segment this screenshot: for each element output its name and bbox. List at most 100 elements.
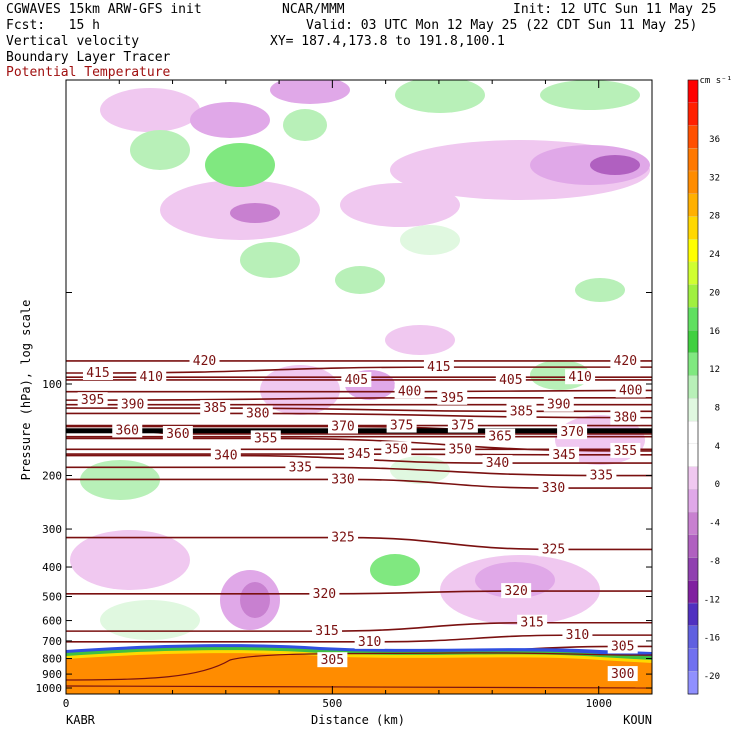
y-tick-label: 900	[42, 668, 62, 681]
theta-label-bg	[317, 652, 348, 668]
theta-label: 400	[619, 383, 642, 398]
theta-label: 395	[81, 393, 104, 408]
theta-label-bg	[200, 400, 231, 416]
colorbar-swatch	[687, 170, 699, 195]
colorbar-swatch	[687, 125, 699, 149]
theta-label-bg	[538, 541, 569, 557]
colorbar-label: 12	[709, 365, 720, 375]
theta-label: 335	[289, 460, 312, 475]
theta-label-bg	[354, 633, 385, 649]
y-tick-label: 800	[42, 653, 62, 666]
theta-label: 390	[547, 398, 570, 413]
theta-label-bg	[82, 364, 113, 380]
theta-label: 405	[499, 373, 522, 388]
theta-label-bg	[210, 447, 241, 463]
colorbar-swatch	[687, 625, 699, 650]
theta-label-bg	[610, 409, 641, 425]
theta-label: 345	[552, 448, 575, 463]
colorbar-frame	[687, 79, 699, 695]
theta-contour-line	[66, 590, 652, 595]
theta-contour-line	[66, 536, 652, 551]
theta-label: 385	[203, 401, 226, 416]
theta-label-bg	[447, 417, 478, 433]
theta-label-bg	[285, 459, 316, 475]
theta-label: 380	[246, 406, 269, 421]
theta-label: 320	[504, 584, 527, 599]
theta-label-bg	[437, 389, 468, 405]
y-tick-label: 300	[42, 523, 62, 536]
downdraft-area	[340, 183, 460, 227]
plot-frame	[65, 79, 653, 695]
theta-label-bg	[607, 666, 638, 682]
theta-contour-line	[66, 621, 652, 632]
colorbar-label: -8	[709, 557, 720, 567]
theta-label: 385	[510, 404, 533, 419]
colorbar-swatch	[687, 511, 699, 536]
theta-label: 330	[331, 472, 354, 487]
y-tick-label: 700	[42, 635, 62, 648]
colorbar-label: 20	[709, 288, 720, 298]
theta-label: 370	[560, 425, 583, 440]
downdraft-area	[70, 530, 190, 590]
colorbar-swatch	[687, 443, 699, 468]
theta-label-bg	[309, 585, 340, 601]
theta-label: 305	[321, 653, 344, 668]
downdraft-area	[100, 88, 200, 132]
theta-label-bg	[77, 392, 108, 408]
theta-label-bg	[328, 529, 359, 545]
updraft-area	[130, 130, 190, 170]
model-title: CGWAVES 15km ARW-GFS init	[6, 2, 202, 17]
start-station-label: KABR	[66, 713, 96, 727]
theta-label-bg	[189, 352, 220, 368]
colorbar-label: -12	[704, 595, 720, 605]
theta-label-bg	[495, 371, 526, 387]
theta-label-bg	[538, 480, 569, 496]
theta-label-bg	[607, 638, 638, 654]
theta-label: 420	[614, 354, 637, 369]
theta-contour-line	[66, 453, 652, 456]
theta-label-bg	[549, 446, 580, 462]
colorbar-swatch	[687, 102, 699, 127]
colorbar-swatch	[687, 398, 699, 422]
y-tick-label: 200	[42, 470, 62, 483]
cross-section-endpoints: XY= 187.4,173.8 to 191.8,100.1	[270, 34, 505, 49]
colorbar-label: 24	[709, 250, 720, 260]
theta-contour-labels: 420 420 415 415 410 410 405 405 400 400 395 395 390 3…	[77, 352, 646, 682]
theta-label-bg	[482, 455, 513, 471]
colorbar-swatch	[687, 671, 699, 695]
colorbar-swatch	[687, 216, 699, 240]
x-tick-label: 1000	[585, 697, 612, 710]
updraft-area	[400, 225, 460, 255]
theta-label-bg	[341, 371, 372, 387]
theta-label-bg	[586, 467, 617, 483]
theta-label-bg	[328, 418, 359, 434]
colorbar-swatch	[687, 489, 699, 513]
colorbar-swatch	[687, 79, 699, 104]
colorbar-swatch	[687, 534, 699, 559]
colorbar-label: 32	[709, 173, 720, 183]
colorbar-swatch	[687, 284, 699, 309]
colorbar-label: 28	[709, 212, 720, 222]
updraft-area	[395, 80, 485, 113]
updraft-area	[283, 109, 327, 141]
theta-label-bg	[381, 441, 412, 457]
theta-label: 410	[139, 370, 162, 385]
downdraft-core	[240, 582, 270, 618]
theta-label: 380	[614, 411, 637, 426]
updraft-area	[240, 242, 300, 278]
theta-label-bg	[565, 369, 596, 385]
theta-label: 335	[590, 469, 613, 484]
colorbar-swatch	[687, 420, 699, 445]
colorbar-label: 36	[709, 135, 720, 145]
y-tick-label: 400	[42, 561, 62, 574]
colorbar-swatch	[687, 261, 699, 286]
theta-label: 350	[448, 442, 471, 457]
theta-label-bg	[162, 425, 193, 441]
theta-label-bg	[112, 422, 143, 438]
theta-label: 420	[193, 354, 216, 369]
theta-label-bg	[117, 396, 148, 412]
downdraft-area	[270, 80, 350, 104]
downdraft-core	[590, 155, 640, 175]
